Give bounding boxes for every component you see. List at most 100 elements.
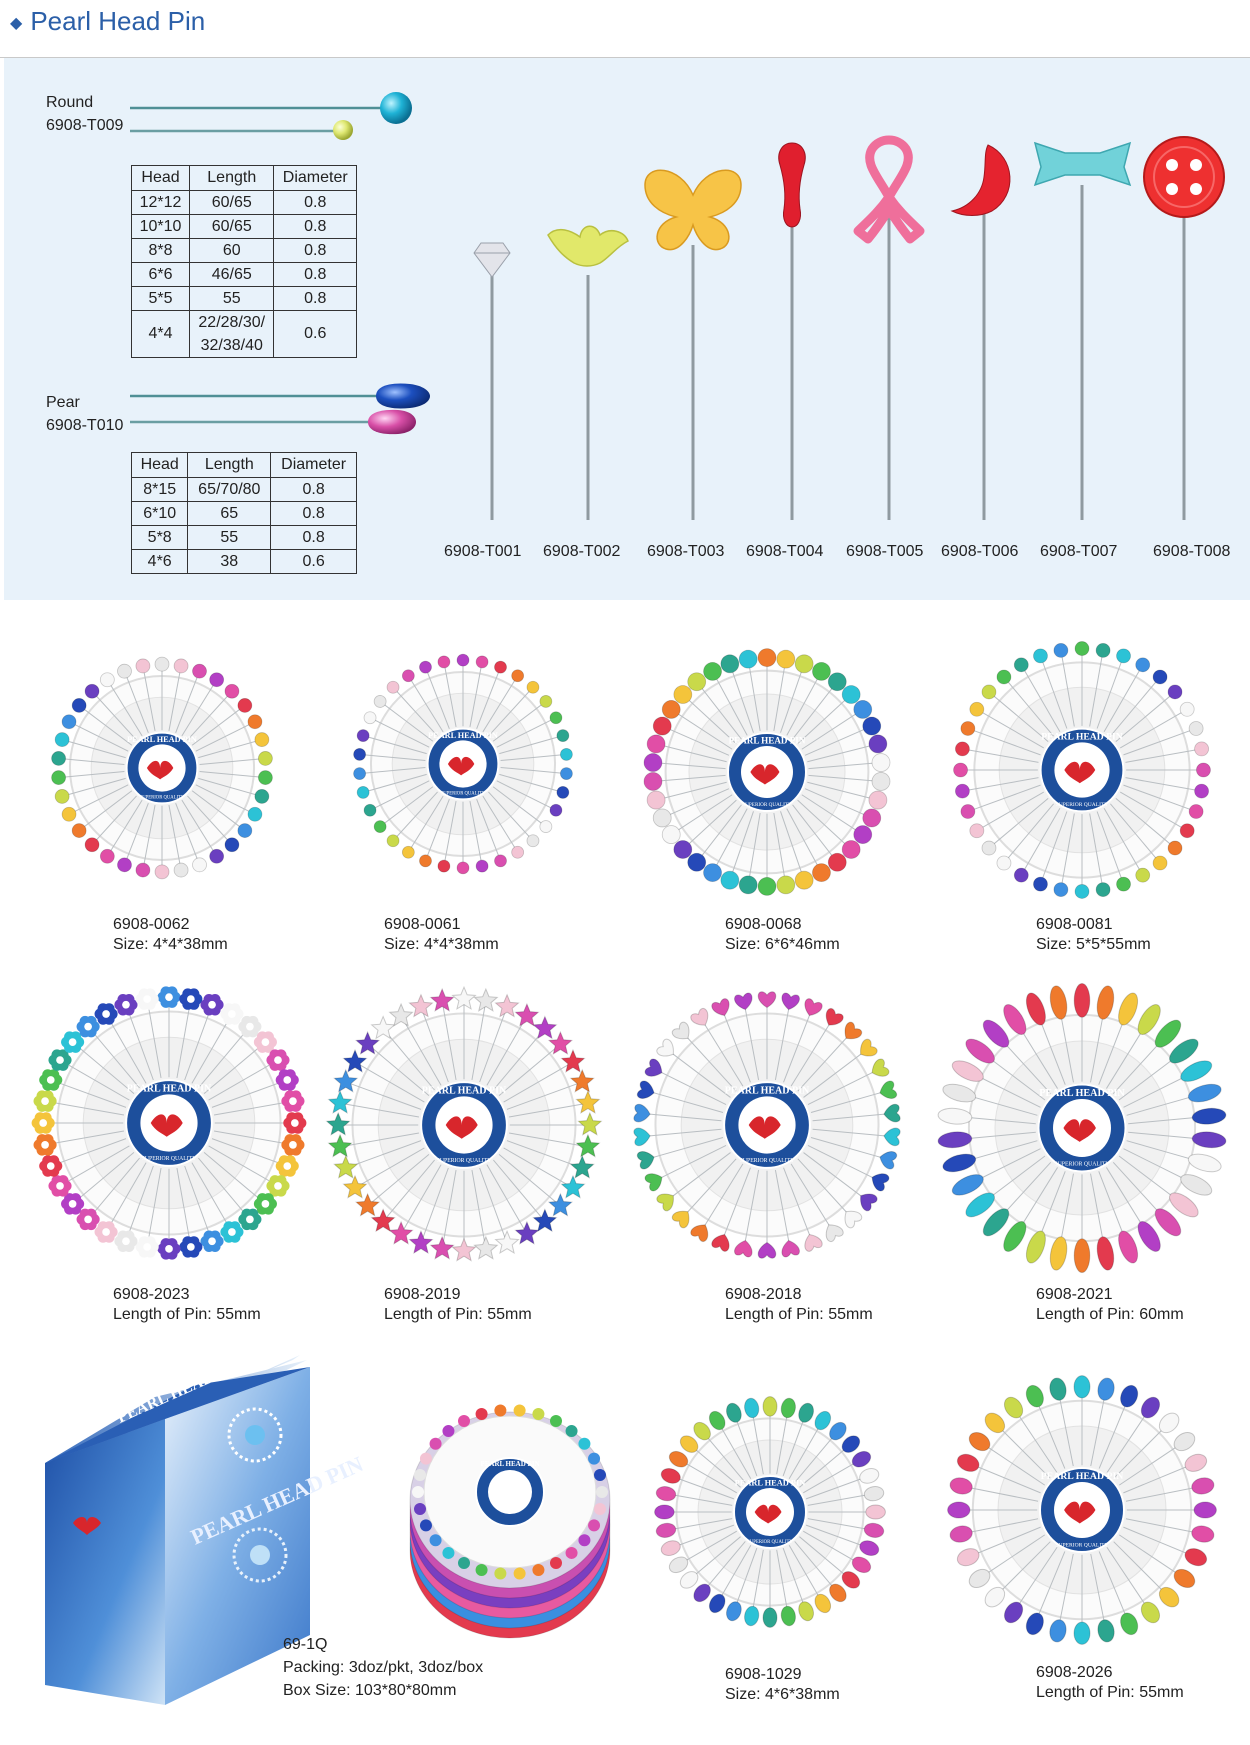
wheel-label-bottom: SUPERIOR QUALITY [1055, 1542, 1108, 1548]
bird-logo-icon [754, 1504, 782, 1524]
moon-pin [950, 144, 1011, 520]
table-cell: 10*10 [130, 214, 191, 239]
round-spec-table: Head Length Diameter 12*12 60/65 0.8 10*10… [130, 165, 357, 358]
wheel-label-top: PEARL HEAD PIN [127, 735, 197, 744]
bow-pin [1033, 141, 1132, 520]
shaped-pins-illustration [473, 135, 1225, 520]
wheel-label-bottom: SUPERIOR QUALITY [747, 1540, 793, 1545]
wheel-label-bottom: SUPERIOR QUALITY [742, 802, 792, 808]
pin-wheel: PEARL HEAD PIN SUPERIOR QUALITY [325, 985, 603, 1262]
table-cell: 38 [187, 549, 272, 574]
wheel-label-bottom: SUPERIOR QUALITY [740, 1158, 795, 1164]
product-spec: Size: 4*4*38mm [384, 936, 499, 953]
stacked-pin-wheels: PEARL HEAD PIN [409, 1404, 611, 1639]
round-name: Round [46, 94, 94, 111]
product-spec: Size: 6*6*46mm [725, 936, 840, 953]
product-spec: Size: 5*5*55mm [1036, 936, 1151, 953]
product-code: 6908-2018 [725, 1286, 802, 1303]
product-caption: 6908-0068 Size: 6*6*46mm [725, 915, 840, 955]
pear-label: Pear 6908-T010 [46, 391, 123, 437]
pear-spec-table: Head Length Diameter 8*15 65/70/80 0.8 6*1… [130, 452, 357, 574]
round-pin-head-blue [380, 92, 412, 124]
product-spec: Length of Pin: 55mm [725, 1306, 873, 1323]
box-size: Box Size: 103*80*80mm [283, 1682, 457, 1699]
product-caption: 6908-2023 Length of Pin: 55mm [113, 1285, 261, 1325]
diamond-pin [473, 242, 511, 520]
product-caption: 6908-2026 Length of Pin: 55mm [1036, 1663, 1184, 1703]
header-cell: Length [189, 165, 275, 191]
diamond-bullet-icon: ◆ [10, 15, 23, 33]
wheel-label-top: PEARL HEAD PIN [725, 1086, 810, 1097]
product-code: 6908-2026 [1036, 1664, 1113, 1681]
table-cell: 8*15 [130, 477, 189, 502]
product-code: 6908-0061 [384, 916, 461, 933]
table-cell: 60 [189, 238, 275, 263]
box-code: 69-1Q [283, 1636, 328, 1653]
bird-logo-icon [1063, 1119, 1096, 1142]
code-t005: 6908-T005 [846, 543, 924, 560]
table-row: 12*12 60/65 0.8 [130, 190, 357, 215]
table-cell: 0.8 [270, 501, 357, 526]
wheel-label-top: PEARL HEAD PIN [729, 735, 806, 745]
product-code: 6908-2019 [384, 1286, 461, 1303]
table-row: 6*6 46/65 0.8 [130, 262, 357, 287]
page-title: ◆ Pearl Head Pin [10, 6, 205, 37]
product-caption: 6908-0062 Size: 4*4*38mm [113, 915, 228, 955]
table-cell: 55 [187, 525, 272, 550]
product-spec: Length of Pin: 55mm [113, 1306, 261, 1323]
pear-pin-head-pink [368, 409, 416, 435]
header-cell: Length [187, 452, 272, 478]
wheel-label-top: PEARL HEAD PIN [1039, 1088, 1125, 1099]
wheel-label-top: PEARL HEAD PIN [428, 731, 498, 740]
table-cell: 0.8 [270, 477, 357, 502]
product-code: 6908-2021 [1036, 1286, 1113, 1303]
product-spec: Length of Pin: 55mm [1036, 1684, 1184, 1701]
product-code: 6908-2023 [113, 1286, 190, 1303]
pear-name: Pear [46, 394, 80, 411]
wheel-label-top: PEARL HEAD PIN [127, 1084, 212, 1095]
pear-code: 6908-T010 [46, 417, 124, 434]
product-caption: 6908-2021 Length of Pin: 60mm [1036, 1285, 1184, 1325]
code-t004: 6908-T004 [746, 543, 824, 560]
code-t006: 6908-T006 [941, 543, 1019, 560]
product-caption: 6908-0081 Size: 5*5*55mm [1036, 915, 1151, 955]
product-code: 6908-0068 [725, 916, 802, 933]
wheel-label-top: PEARL HEAD PIN [1041, 1471, 1124, 1482]
box-caption: 69-1Q Packing: 3doz/pkt, 3doz/box Box Si… [283, 1633, 483, 1702]
pin-wheel: PEARL HEAD PIN SUPERIOR QUALITY [353, 653, 573, 875]
product-caption: 6908-1029 Size: 4*6*38mm [725, 1665, 840, 1705]
table-row: 10*10 60/65 0.8 [130, 214, 357, 239]
pin-wheel: PEARL HEAD PIN SUPERIOR QUALITY [654, 1396, 886, 1628]
product-code: 6908-0081 [1036, 916, 1113, 933]
wheel-label-bottom: SUPERIOR QUALITY [140, 796, 185, 801]
product-spec: Size: 4*4*38mm [113, 936, 228, 953]
bird-logo-icon [1064, 761, 1096, 784]
product-caption: 6908-2018 Length of Pin: 55mm [725, 1285, 873, 1325]
table-row: 5*8 55 0.8 [130, 525, 357, 550]
code-t003: 6908-T003 [647, 543, 725, 560]
bird-logo-icon [146, 760, 174, 780]
title-divider [0, 57, 1250, 58]
bird-logo-icon [750, 764, 780, 785]
product-code: 6908-0062 [113, 916, 190, 933]
table-cell: 5*5 [130, 286, 191, 311]
table-cell: 60/65 [189, 190, 275, 215]
pear-pin-head-navy [376, 383, 430, 409]
bird-logo-icon [445, 1116, 478, 1139]
round-label: Round 6908-T009 [46, 91, 123, 137]
pin-wheel: PEARL HEAD PIN SUPERIOR QUALITY [31, 986, 307, 1260]
pin-wheel: PEARL HEAD PIN SUPERIOR QUALITY [643, 648, 891, 896]
pin-wheel: PEARL HEAD PIN SUPERIOR QUALITY [633, 991, 901, 1259]
flower-pin [547, 225, 629, 520]
bird-logo-icon [447, 756, 475, 776]
table-cell: 4*4 [130, 310, 191, 358]
table-cell: 22/28/30/ 32/38/40 [189, 310, 275, 358]
wheel-label-top: PEARL HEAD PIN [422, 1086, 507, 1097]
table-row: 4*6 38 0.6 [130, 549, 357, 574]
butterfly-pin [644, 169, 742, 520]
product-spec: Length of Pin: 60mm [1036, 1306, 1184, 1323]
bird-logo-icon [150, 1114, 183, 1137]
pin-wheel: PEARL HEAD PIN SUPERIOR QUALITY [937, 983, 1227, 1273]
table-cell: 6*6 [130, 262, 191, 287]
